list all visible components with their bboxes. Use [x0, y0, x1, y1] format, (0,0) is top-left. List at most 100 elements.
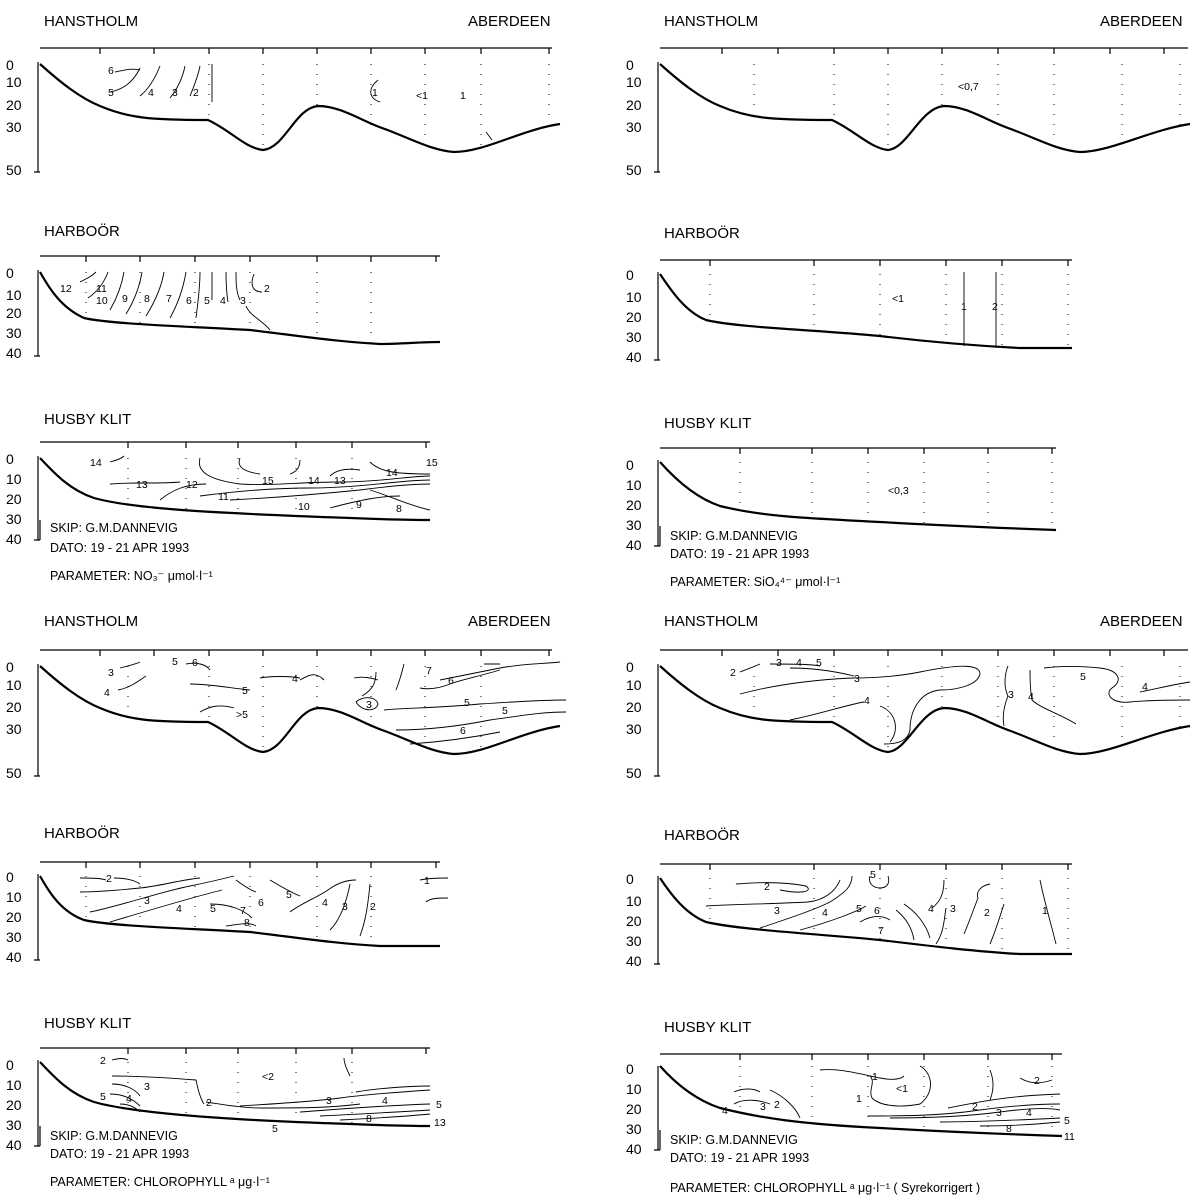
contour-label: 7 [166, 293, 172, 305]
contour-label: 11 [1064, 1131, 1075, 1143]
panel-chlorophyll-corrected: HANSTHOLM ABERDEEN 0 10 20 30 50 2 3 4 5… [626, 613, 1191, 1195]
contour-label: 15 [262, 475, 274, 487]
contour-label: 3 [366, 699, 372, 711]
contour-label: <0,3 [888, 485, 909, 497]
sea-bottom [39, 875, 440, 948]
depth-tick: 0 [626, 659, 634, 675]
contour-label: 5 [210, 903, 216, 915]
contour-label: 1 [872, 1071, 878, 1083]
depth-tick: 10 [6, 889, 22, 905]
contour-label: 1 [424, 875, 430, 887]
depth-tick: 0 [6, 451, 14, 467]
section-hanstholm: HANSTHOLM ABERDEEN 0 10 20 30 50 <0,7 [626, 13, 1191, 178]
contour-label: 6 [258, 897, 264, 909]
contour-lines [109, 455, 431, 511]
depth-tick: 20 [6, 909, 22, 925]
contour-label: 4 [292, 673, 298, 685]
contour-lines [79, 271, 271, 331]
depth-tick: 40 [6, 949, 22, 965]
contour-label: 6 [186, 295, 192, 307]
depth-tick: 40 [626, 349, 642, 365]
contour-label: 5 [204, 295, 210, 307]
contour-label: 15 [426, 457, 438, 469]
contour-label: <1 [896, 1083, 908, 1095]
station-ticks [99, 650, 550, 656]
contour-label: 4 [382, 1095, 388, 1107]
date-label: DATO: 19 - 21 APR 1993 [670, 547, 809, 561]
station-ticks [709, 864, 1069, 870]
depth-tick: 0 [6, 265, 14, 281]
depth-tick: 0 [626, 267, 634, 283]
contour-label: 4 [126, 1093, 132, 1105]
depth-tick: 50 [626, 765, 642, 781]
depth-tick: 30 [6, 1117, 22, 1133]
sea-bottom [659, 877, 1073, 956]
section-title: HARBOÖR [44, 824, 120, 842]
section-harboor: HARBOÖR 0 10 20 30 40 5 2 3 4 5 6 7 4 3 … [626, 826, 1073, 969]
axis-lines [34, 1047, 430, 1147]
depth-tick: 20 [6, 1097, 22, 1113]
contour-label: 4 [322, 897, 328, 909]
depth-tick: 10 [626, 1081, 642, 1097]
contour-label: 2 [972, 1101, 978, 1113]
contour-label: 7 [240, 905, 246, 917]
contour-label: 5 [870, 869, 876, 881]
contour-label: 3 [144, 1081, 150, 1093]
depth-tick: 0 [626, 457, 634, 473]
contour-lines [705, 875, 1057, 945]
contour-label: <2 [262, 1071, 274, 1083]
date-label: DATO: 19 - 21 APR 1993 [50, 1147, 189, 1161]
depth-tick: 0 [626, 57, 634, 73]
contour-label: 1 [460, 90, 466, 102]
section-harboor: HARBOÖR 0 10 20 30 40 12 11 10 9 8 7 6 5… [6, 222, 441, 361]
contour-label: 2 [100, 1055, 106, 1067]
contour-label: 6 [460, 725, 466, 737]
station-lines [709, 878, 1069, 954]
depth-tick: 50 [6, 162, 22, 178]
contour-label: 8 [366, 1113, 372, 1125]
contour-label: 3 [774, 905, 780, 917]
depth-tick: 10 [626, 74, 642, 90]
axis-lines [34, 861, 440, 961]
section-right-title: ABERDEEN [1100, 13, 1183, 30]
section-title: HANSTHOLM [664, 613, 758, 630]
contour-label: 5 [108, 87, 114, 99]
station-ticks [85, 862, 437, 868]
contour-label: 8 [144, 293, 150, 305]
date-label: DATO: 19 - 21 APR 1993 [670, 1151, 809, 1165]
axis-lines [654, 863, 1072, 965]
contour-label: 5 [172, 656, 178, 668]
depth-tick: 10 [626, 893, 642, 909]
axis-lines [34, 47, 552, 173]
depth-tick: 30 [6, 929, 22, 945]
station-lines [753, 666, 1181, 750]
station-ticks [721, 48, 1165, 54]
section-hanstholm: HANSTHOLM ABERDEEN 0 10 20 30 50 6 5 4 3… [6, 13, 561, 178]
depth-tick: 0 [626, 871, 634, 887]
sea-bottom [659, 665, 1191, 756]
section-title: HUSBY KLIT [44, 1015, 131, 1032]
contour-label: 2 [774, 1099, 780, 1111]
depth-tick: 10 [6, 74, 22, 90]
contour-label: 13 [136, 479, 148, 491]
depth-tick: 30 [6, 325, 22, 341]
contour-label: 5 [286, 889, 292, 901]
contour-label: 5 [242, 685, 248, 697]
depth-tick: 20 [6, 491, 22, 507]
axis-lines [34, 649, 552, 777]
axis-lines [654, 649, 1188, 777]
contour-label: 5 [272, 1123, 278, 1135]
station-lines [739, 1066, 1053, 1134]
axis-lines [654, 447, 1056, 547]
contour-label: <0,7 [958, 81, 979, 93]
parameter-label: PARAMETER: NO₃⁻ μmol·l⁻¹ [50, 569, 213, 583]
contour-lines [79, 875, 449, 937]
contour-label: 4 [928, 903, 934, 915]
section-husby-klit: HUSBY KLIT 0 10 20 30 40 <0,3 SKIP: G.M.… [626, 415, 1057, 589]
contour-label: 9 [356, 499, 362, 511]
contour-label: 10 [298, 501, 310, 513]
contour-label: 3 [996, 1107, 1002, 1119]
sea-bottom [659, 1065, 1063, 1138]
depth-tick: 20 [6, 699, 22, 715]
